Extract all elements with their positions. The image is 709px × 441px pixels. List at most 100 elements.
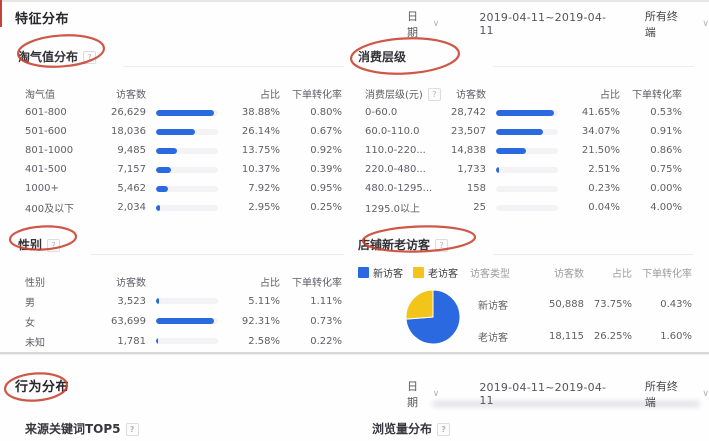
help-icon[interactable]: ? bbox=[435, 239, 449, 252]
help-icon[interactable]: ? bbox=[437, 423, 451, 436]
help-icon[interactable]: ? bbox=[427, 88, 441, 101]
cell-visitors: 2,034 bbox=[117, 202, 146, 213]
col-header: 占比 bbox=[600, 90, 620, 101]
bar-track bbox=[156, 318, 218, 324]
table-header: 性别 访客数 占比 下单转化率 bbox=[18, 272, 348, 291]
table-row: 400及以下 2,034 2.95% 0.25% bbox=[18, 198, 348, 217]
bar-fill bbox=[496, 166, 499, 173]
visitors-table: 新访客 50,888 73.75% 0.43% 老访客 18,115 26.25% 1.60% bbox=[470, 288, 698, 352]
legend-item[interactable]: 老访客 bbox=[413, 265, 458, 280]
chevron-down-icon: ∨ bbox=[702, 389, 709, 399]
panel-gender-header: 性别? bbox=[18, 224, 348, 256]
cell-label: 1295.0以上 bbox=[365, 204, 420, 215]
cell-visitors: 23,507 bbox=[451, 126, 486, 137]
col-header: 访客数 bbox=[554, 268, 584, 280]
cell-conv: 0.67% bbox=[310, 126, 342, 137]
help-icon[interactable]: ? bbox=[47, 239, 61, 252]
cell-pct: 73.75% bbox=[593, 298, 632, 310]
panel-consume-header: 消费层级 bbox=[358, 36, 698, 68]
terminal-select[interactable]: 所有终端 bbox=[644, 380, 678, 409]
table-row: 0-60.0 28,742 41.65% 0.53% bbox=[358, 103, 698, 122]
cell-label: 480.0-1295... bbox=[365, 183, 433, 194]
cell-label: 110.0-220... bbox=[365, 145, 426, 156]
cell-conv: 0.86% bbox=[650, 145, 682, 156]
cell-pct: 2.51% bbox=[588, 164, 620, 175]
pie-slice[interactable] bbox=[405, 289, 434, 320]
blur-artifact bbox=[432, 400, 700, 408]
cell-conv: 0.53% bbox=[650, 107, 682, 118]
cell-visitors: 158 bbox=[466, 183, 486, 194]
date-range[interactable]: 2019-04-11~2019-04-11 bbox=[479, 11, 607, 37]
table-row: 601-800 26,629 38.88% 0.80% bbox=[18, 103, 348, 122]
cell-visitors: 7,157 bbox=[117, 164, 146, 175]
bar-cell bbox=[146, 147, 224, 154]
bar-track bbox=[156, 298, 218, 304]
col-header: 淘气值 bbox=[25, 90, 55, 101]
cell-visitors: 18,036 bbox=[111, 126, 146, 137]
panel-taoqi-header: 淘气值分布? bbox=[18, 36, 348, 68]
bar-cell bbox=[486, 204, 564, 211]
cell-pct: 2.58% bbox=[248, 335, 280, 347]
bar-cell bbox=[146, 204, 224, 211]
table-row: 60.0-110.0 23,507 34.07% 0.91% bbox=[358, 122, 698, 141]
bar-fill bbox=[156, 147, 177, 154]
cell-label: 新访客 bbox=[478, 300, 508, 312]
cell-pct: 21.50% bbox=[581, 145, 620, 156]
bar-fill bbox=[156, 298, 159, 304]
bar-track bbox=[496, 166, 558, 173]
panel-title: 消费层级 bbox=[358, 50, 407, 64]
cell-visitors: 50,888 bbox=[549, 298, 584, 310]
legend-item[interactable]: 新访客 bbox=[358, 265, 403, 280]
cell-conv: 0.80% bbox=[310, 107, 342, 118]
bar-track bbox=[156, 109, 218, 116]
header-rule bbox=[493, 66, 694, 67]
bar-track bbox=[156, 338, 218, 344]
bar-track bbox=[496, 185, 558, 192]
subsection-pageviews: 浏览量分布? bbox=[372, 420, 451, 437]
cell-label: 801-1000 bbox=[25, 145, 74, 156]
cell-pct: 0.04% bbox=[588, 202, 620, 213]
col-header: 访客数 bbox=[116, 278, 146, 289]
date-filter[interactable]: 日期 bbox=[407, 380, 418, 409]
cell-pct: 5.11% bbox=[248, 295, 280, 307]
col-header: 占比 bbox=[260, 278, 280, 289]
cell-label: 1000+ bbox=[25, 183, 59, 194]
visitors-body: 新访客 50,888 73.75% 0.43% 老访客 18,115 26.25% 1.60% bbox=[358, 288, 698, 352]
panel-taoqi: 淘气值分布? 淘气值 访客数 占比 下单转化率 601-800 26,629 38.… bbox=[18, 36, 348, 217]
terminal-select[interactable]: 所有终端 bbox=[644, 10, 678, 39]
help-icon[interactable]: ? bbox=[83, 51, 97, 64]
table-header: 消费层级(元)? 访客数 占比 下单转化率 bbox=[358, 84, 698, 103]
cell-conv: 0.92% bbox=[310, 145, 342, 156]
bar-cell bbox=[146, 128, 224, 135]
cell-pct: 34.07% bbox=[581, 126, 620, 137]
feature-controls: 日期 ∨ 2019-04-11~2019-04-11 所有终端 ∨ bbox=[407, 8, 709, 40]
col-header: 消费层级(元)? bbox=[358, 86, 441, 101]
cell-label: 未知 bbox=[25, 337, 45, 349]
bar-fill bbox=[496, 147, 526, 154]
top-border bbox=[0, 0, 709, 2]
col-header: 下单转化率 bbox=[642, 268, 692, 280]
cell-visitors: 1,733 bbox=[457, 164, 486, 175]
panel-visitors: 店铺新老访客? 新访客 老访客 访客类型 访客数 占比 下单转化率 新访客 50,8… bbox=[358, 224, 698, 352]
date-filter[interactable]: 日期 bbox=[407, 10, 418, 39]
table-row: 220.0-480... 1,733 2.51% 0.75% bbox=[358, 160, 698, 179]
table-row: 801-1000 9,485 13.75% 0.92% bbox=[18, 141, 348, 160]
col-header: 下单转化率 bbox=[632, 90, 682, 101]
section-divider-shadow bbox=[0, 354, 709, 355]
cell-pct: 0.23% bbox=[588, 183, 620, 194]
header-rule bbox=[90, 254, 344, 255]
cell-label: 男 bbox=[25, 297, 35, 309]
col-header: 下单转化率 bbox=[292, 90, 342, 101]
cell-label: 220.0-480... bbox=[365, 164, 426, 175]
date-range[interactable]: 2019-04-11~2019-04-11 bbox=[479, 381, 607, 407]
bar-track bbox=[496, 147, 558, 154]
cell-label: 400及以下 bbox=[25, 204, 75, 215]
cell-conv: 1.11% bbox=[310, 295, 342, 307]
col-header: 下单转化率 bbox=[292, 278, 342, 289]
pie-chart[interactable] bbox=[404, 288, 462, 346]
table-row: 男 3,523 5.11% 1.11% bbox=[18, 291, 348, 311]
bar-fill bbox=[156, 318, 214, 324]
help-icon[interactable]: ? bbox=[125, 423, 139, 436]
cell-label: 女 bbox=[25, 317, 35, 329]
